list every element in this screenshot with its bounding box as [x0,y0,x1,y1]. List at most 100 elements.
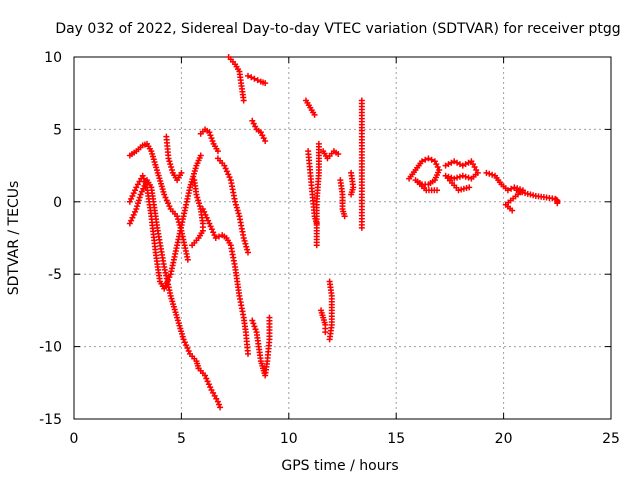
grid-lines [74,57,611,419]
data-point-arc-b [133,206,140,213]
data-point-arc-f [205,381,212,388]
data-point-arc-e [194,194,201,201]
data-point-arc-g [209,137,216,144]
data-point-arc-m [250,320,257,327]
data-point-arc-b [135,197,142,204]
data-point-arc-y [508,185,515,192]
data-point-arc-c [142,181,149,188]
data-point-arc-x [459,172,466,179]
data-point-arc-a [162,194,169,201]
data-point-arc-c [139,172,146,179]
data-point-arc-x [466,184,473,191]
data-point-arc-i [226,174,233,181]
y-ticks: -15 -10 -5 0 5 10 [39,50,611,428]
data-point-arc-f [215,401,222,408]
data-point-arc-b [130,211,137,218]
data-point-arc-a [174,213,181,220]
data-point-arc-x [462,173,469,180]
data-point-arc-b [138,188,145,195]
data-point-arc-q [322,329,329,336]
data-point-arc-h [215,233,222,240]
x-tick-label: 20 [495,431,513,447]
data-point-arc-k [251,75,258,82]
x-tick-label: 5 [177,431,186,447]
data-point-arc-b [128,217,135,224]
data-point-arc-f [204,378,211,385]
x-tick-label: 10 [280,431,298,447]
data-point-arc-y [509,207,516,214]
x-tick-label: 25 [602,431,620,447]
data-point-arc-m [251,323,258,330]
y-tick-label: -5 [48,267,62,283]
data-point-arc-h [244,350,251,357]
data-point-arc-i [240,235,247,241]
data-point-arc-f [207,384,214,391]
data-point-arc-d [168,166,175,173]
data-point-arc-c [141,178,148,185]
data-point-arc-h [206,220,213,227]
data-point-arc-d [166,158,173,165]
data-point-arc-d [168,164,175,171]
x-ticks: 0 5 10 15 20 25 [70,57,620,447]
data-point-arc-w [434,187,441,194]
data-point-arc-i [222,165,229,172]
data-point-arc-i [241,237,248,244]
data-point-arc-w [428,156,435,163]
data-point-arc-w [418,158,425,165]
data-point-arc-z [554,200,561,207]
data-point-arc-h [212,235,219,241]
data-point-arc-h [210,229,217,236]
y-tick-label: 10 [44,50,62,66]
data-point-arc-f [203,375,210,382]
data-point-arc-e [191,177,198,184]
data-point-arc-n [311,111,318,118]
plot-frame [73,56,612,420]
data-point-arc-l [262,137,269,144]
y-tick-label: -15 [39,412,62,428]
data-point-arc-r [335,151,342,158]
data-point-arc-i [235,210,242,217]
data-point-arc-z [519,189,526,196]
data-point-arc-h [202,211,209,218]
data-point-arc-i [232,201,239,208]
data-point-arc-i [223,168,230,175]
data-point-arc-g [207,132,214,139]
data-point-arc-c [126,198,133,205]
y-tick-label: 5 [53,122,62,138]
data-point-arc-i [232,198,239,205]
data-point-arc-b [134,203,141,210]
data-point-arc-c [130,190,137,197]
data-point-arc-v [358,224,365,231]
data-point-arc-h [205,217,212,224]
data-point-arc-g [208,135,215,142]
data-point-arc-x [451,175,458,182]
data-point-arc-y [489,171,496,178]
data-point-arc-b [184,345,191,352]
data-point-arc-m [266,314,273,321]
data-point-arc-m [252,326,259,333]
data-point-arc-y [504,187,511,194]
chart-title: Day 032 of 2022, Sidereal Day-to-day VTE… [55,21,620,37]
data-point-arc-z [516,188,523,195]
data-point-arc-b [181,339,188,346]
data-point-arc-i [225,171,232,178]
data-point-arc-h [203,214,210,221]
data-point-arc-s [326,336,333,343]
data-point-arc-b [137,191,144,198]
data-point-arc-c [128,195,135,202]
data-point-arc-d [167,161,174,168]
data-point-arc-e [196,200,203,207]
data-point-arc-u [348,191,355,198]
data-point-arc-a [184,256,191,263]
data-point-arc-w [425,155,432,162]
data-point-arc-d [178,169,185,176]
data-point-arc-x [468,175,475,182]
data-point-arc-p [313,242,320,249]
data-point-arc-y [486,170,493,177]
data-point-arc-h [208,226,215,233]
data-point-arc-c [132,187,139,194]
data-point-arc-x [454,174,461,181]
data-point-arc-t [341,213,348,220]
data-point-arc-i [234,207,241,214]
data-point-arc-j [240,97,247,104]
